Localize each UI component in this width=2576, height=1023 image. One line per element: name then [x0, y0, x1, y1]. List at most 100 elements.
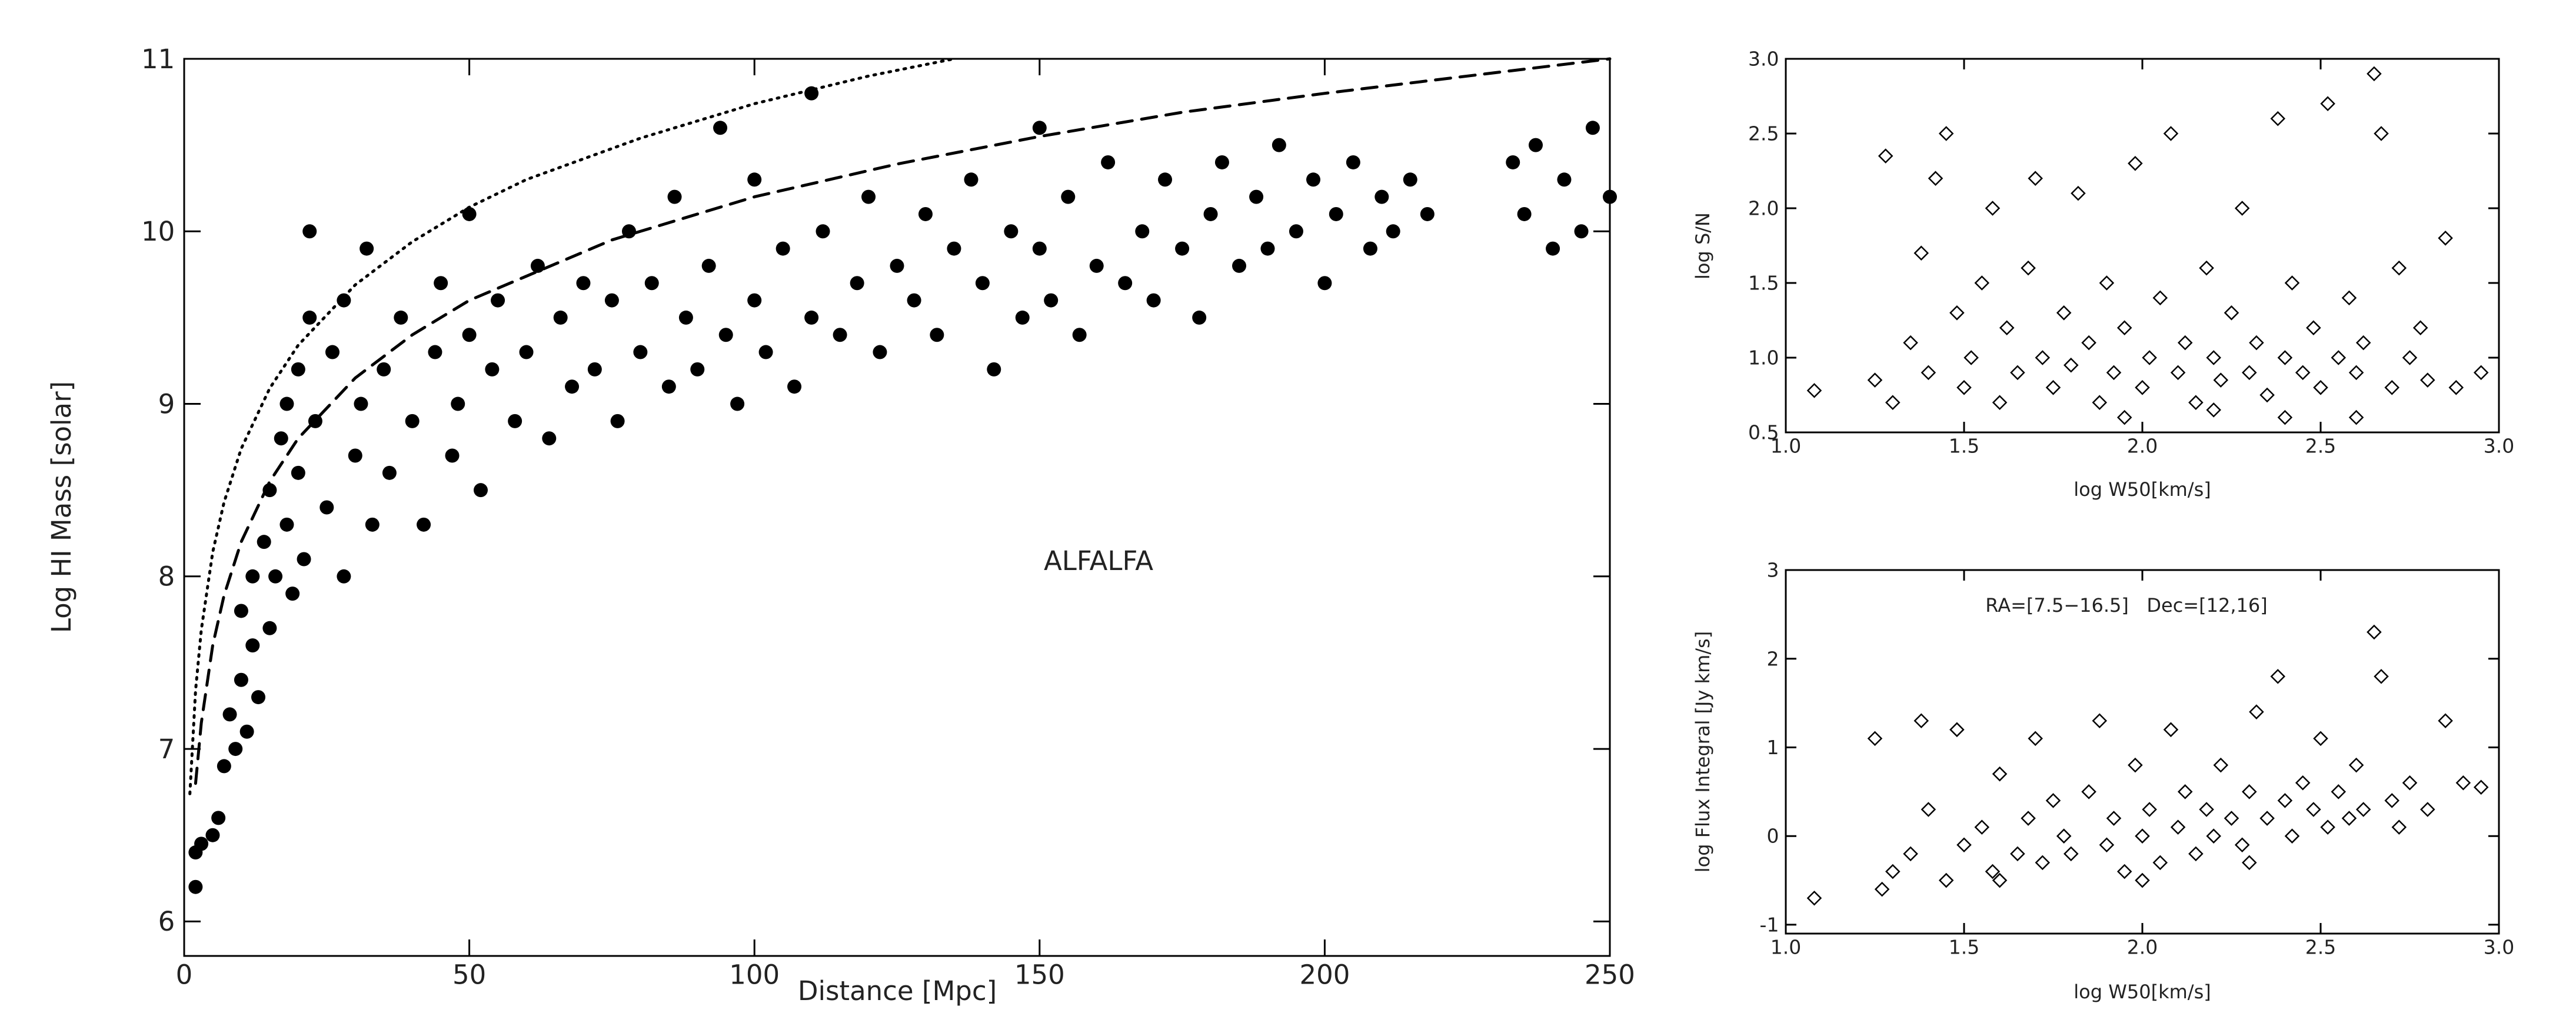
point	[325, 345, 340, 359]
point	[576, 276, 591, 291]
point	[2071, 185, 2086, 201]
point	[1806, 383, 1822, 398]
y-tick-label: 6	[158, 906, 175, 937]
point	[2473, 365, 2489, 381]
point	[2402, 775, 2418, 791]
point	[633, 345, 648, 359]
point	[804, 310, 819, 325]
point	[1032, 241, 1047, 256]
point	[2010, 365, 2025, 381]
point	[2224, 305, 2239, 321]
point	[462, 328, 477, 342]
point	[1974, 275, 1990, 291]
point	[2116, 864, 2132, 879]
point	[907, 293, 921, 308]
point	[1874, 881, 1890, 897]
point	[2295, 365, 2311, 381]
point	[2045, 793, 2061, 808]
point	[217, 759, 231, 774]
point	[2106, 365, 2122, 381]
point	[519, 345, 534, 359]
point	[2391, 819, 2407, 835]
point	[1956, 837, 1972, 853]
point	[2331, 350, 2347, 365]
plot-frame	[1785, 569, 2500, 935]
point	[2206, 828, 2221, 844]
plot-frame	[183, 58, 1611, 957]
point	[947, 241, 961, 256]
point	[245, 638, 260, 653]
point	[2056, 828, 2072, 844]
point	[2170, 365, 2186, 381]
point	[194, 837, 209, 851]
point	[228, 742, 243, 757]
point	[2188, 395, 2204, 410]
point	[1913, 245, 1929, 261]
point	[2473, 779, 2489, 795]
point	[302, 310, 317, 325]
point	[2142, 350, 2157, 365]
point	[491, 293, 505, 308]
point	[2135, 872, 2150, 888]
x-tick-label: 100	[729, 959, 780, 990]
x-tick-label: 2.5	[2305, 435, 2336, 458]
point	[2188, 846, 2204, 862]
point	[377, 362, 391, 376]
point	[337, 569, 351, 584]
point	[382, 465, 397, 480]
point	[1921, 365, 1936, 381]
x-tick-label: 2.0	[2127, 936, 2158, 959]
point	[319, 500, 334, 515]
point	[428, 345, 442, 359]
x-tick-label: 3.0	[2484, 435, 2514, 458]
y-axis-label: Log HI Mass [solar]	[46, 381, 77, 633]
point	[1260, 241, 1275, 256]
point	[1546, 241, 1560, 256]
point	[2064, 846, 2079, 862]
point	[890, 258, 904, 273]
point	[297, 552, 311, 567]
point	[530, 258, 545, 273]
point	[1158, 172, 1173, 187]
point	[1135, 224, 1150, 239]
point	[730, 396, 745, 411]
point	[2355, 335, 2371, 351]
point	[678, 310, 693, 325]
point	[2277, 409, 2293, 425]
point	[2099, 275, 2115, 291]
point	[451, 396, 465, 411]
point	[718, 328, 733, 342]
point	[2128, 757, 2143, 773]
point	[2320, 819, 2335, 835]
y-tick-label: 1.5	[1748, 272, 1779, 295]
point	[2306, 320, 2321, 335]
point	[610, 414, 625, 428]
y-tick-label: 0	[1766, 825, 1779, 848]
point	[291, 362, 305, 376]
point	[1015, 310, 1030, 325]
point	[2348, 757, 2364, 773]
y-axis-label: log S/N	[1692, 212, 1714, 279]
point	[1974, 819, 1990, 835]
point	[2206, 350, 2221, 365]
point	[365, 517, 380, 532]
y-tick-label: 3	[1766, 559, 1779, 582]
point	[2367, 66, 2382, 82]
point	[188, 879, 203, 894]
point	[2277, 350, 2293, 365]
point	[1999, 320, 2015, 335]
point	[1867, 372, 1883, 388]
y-tick-label: 7	[158, 734, 175, 765]
point	[2277, 793, 2293, 808]
point	[434, 276, 448, 291]
x-tick-label: 200	[1299, 959, 1350, 990]
curve	[194, 57, 1612, 785]
point	[1317, 276, 1332, 291]
point	[1032, 121, 1047, 135]
point	[1214, 155, 1229, 169]
y-tick-label: 2.0	[1748, 197, 1779, 220]
point	[417, 517, 431, 532]
point	[2374, 126, 2389, 141]
point	[1420, 206, 1435, 221]
plot: 1.0 1.5 2.0 2.5 3.0 -1 0 1 2 3 log W50[km/s] log Fl…	[1692, 559, 2514, 1003]
